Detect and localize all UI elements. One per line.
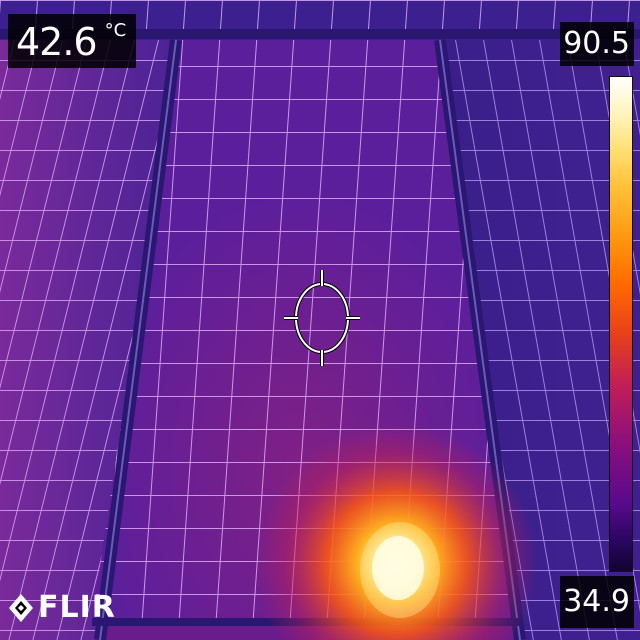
logo-text: FLIR (38, 590, 116, 625)
spot-temperature-value: 42.6 (16, 20, 98, 64)
flir-diamond-icon (9, 594, 33, 622)
crosshair-circle-icon[interactable] (282, 268, 362, 368)
scale-max-label: 90.5 (560, 22, 634, 66)
temperature-unit: °C (104, 20, 127, 41)
spot-temperature-readout: 42.6 °C (8, 14, 137, 68)
color-scale-bar (609, 76, 633, 572)
flir-logo: FLIR (8, 588, 116, 628)
scale-min-label: 34.9 (560, 576, 634, 628)
